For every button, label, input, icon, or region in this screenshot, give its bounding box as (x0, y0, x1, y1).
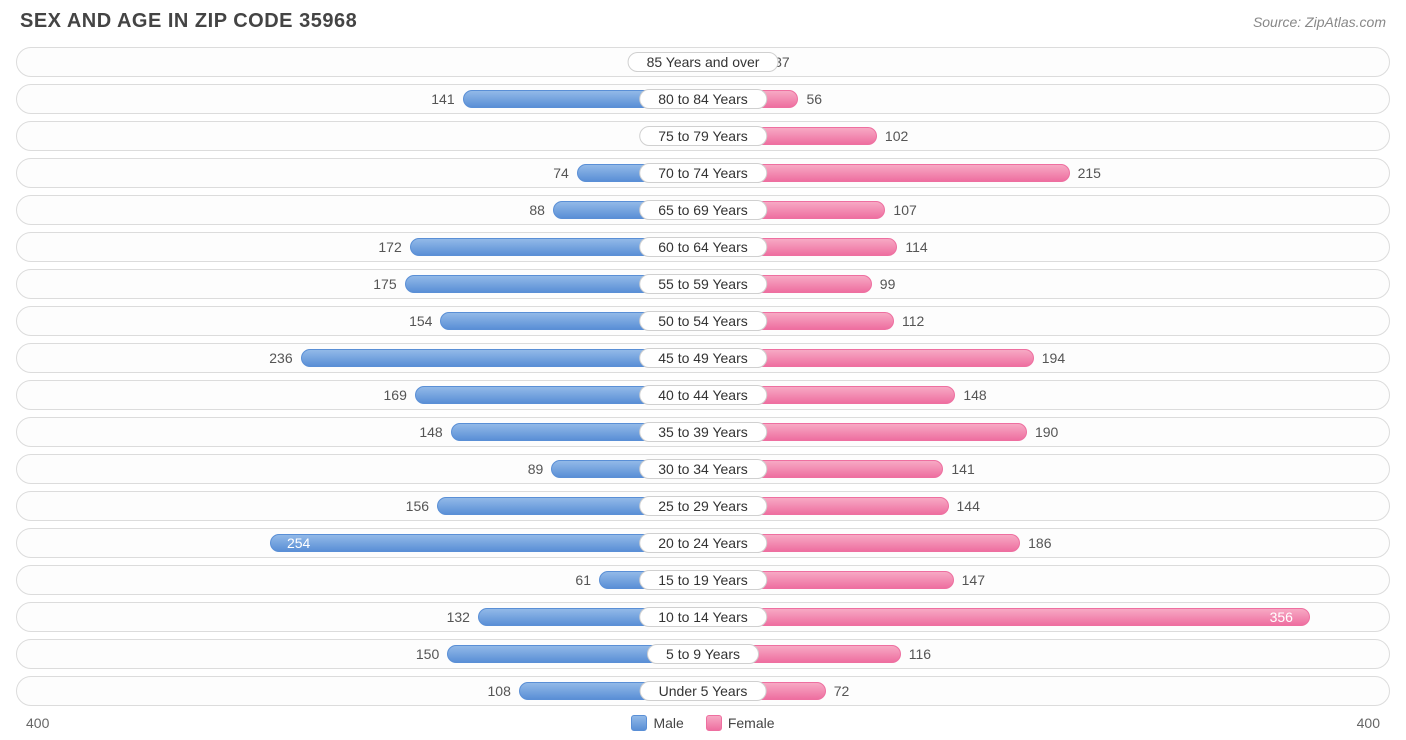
female-value: 356 (1262, 609, 1301, 625)
female-value: 112 (894, 313, 932, 329)
pyramid-row: 236 194 45 to 49 Years (16, 343, 1390, 373)
female-value: 186 (1020, 535, 1059, 551)
female-value: 72 (826, 683, 858, 699)
legend-female: Female (706, 715, 775, 731)
pyramid-row: 175 99 55 to 59 Years (16, 269, 1390, 299)
age-group-label: 65 to 69 Years (639, 200, 767, 220)
female-value: 194 (1034, 350, 1073, 366)
female-value: 107 (885, 202, 924, 218)
pyramid-row: 254 186 20 to 24 Years (16, 528, 1390, 558)
axis-max-left: 400 (26, 715, 49, 731)
age-group-label: 60 to 64 Years (639, 237, 767, 257)
age-group-label: 70 to 74 Years (639, 163, 767, 183)
age-group-label: 25 to 29 Years (639, 496, 767, 516)
male-value: 169 (376, 387, 415, 403)
age-group-label: 5 to 9 Years (647, 644, 759, 664)
pyramid-row: 108 72 Under 5 Years (16, 676, 1390, 706)
source-attribution: Source: ZipAtlas.com (1253, 14, 1386, 30)
pyramid-row: 123785 Years and over (16, 47, 1390, 77)
page-title: SEX AND AGE IN ZIP CODE 35968 (20, 10, 357, 33)
male-value: 254 (279, 535, 318, 551)
pyramid-row: 156 144 25 to 29 Years (16, 491, 1390, 521)
age-group-label: 35 to 39 Years (639, 422, 767, 442)
age-group-label: 85 Years and over (628, 52, 779, 72)
population-pyramid-chart: 123785 Years and over 141 56 80 to 84 Years… (16, 47, 1390, 706)
pyramid-row: 154 112 50 to 54 Years (16, 306, 1390, 336)
male-value: 156 (398, 498, 437, 514)
male-value: 132 (439, 609, 478, 625)
legend: Male Female (631, 715, 774, 731)
female-swatch-icon (706, 715, 722, 731)
pyramid-row: 172 114 60 to 64 Years (16, 232, 1390, 262)
female-value: 148 (955, 387, 994, 403)
female-value: 147 (954, 572, 993, 588)
female-value: 141 (943, 461, 982, 477)
age-group-label: 30 to 34 Years (639, 459, 767, 479)
male-value: 141 (423, 91, 462, 107)
male-value: 154 (401, 313, 440, 329)
axis-max-right: 400 (1357, 715, 1380, 731)
male-value: 172 (370, 239, 409, 255)
male-value: 88 (521, 202, 553, 218)
pyramid-row: 61 147 15 to 19 Years (16, 565, 1390, 595)
age-group-label: 50 to 54 Years (639, 311, 767, 331)
male-value: 236 (261, 350, 300, 366)
male-value: 175 (365, 276, 404, 292)
pyramid-row: 141 56 80 to 84 Years (16, 84, 1390, 114)
pyramid-row: 148 190 35 to 39 Years (16, 417, 1390, 447)
age-group-label: 10 to 14 Years (639, 607, 767, 627)
female-value: 144 (949, 498, 988, 514)
pyramid-row: 150 116 5 to 9 Years (16, 639, 1390, 669)
legend-male: Male (631, 715, 683, 731)
female-value: 102 (877, 128, 916, 144)
male-value: 148 (411, 424, 450, 440)
male-value: 74 (545, 165, 577, 181)
pyramid-row: 132 356 10 to 14 Years (16, 602, 1390, 632)
male-swatch-icon (631, 715, 647, 731)
pyramid-row: 1510275 to 79 Years (16, 121, 1390, 151)
pyramid-row: 89 141 30 to 34 Years (16, 454, 1390, 484)
female-bar: 356 (703, 608, 1310, 626)
pyramid-row: 74 215 70 to 74 Years (16, 158, 1390, 188)
age-group-label: 20 to 24 Years (639, 533, 767, 553)
female-value: 99 (872, 276, 904, 292)
age-group-label: 45 to 49 Years (639, 348, 767, 368)
female-value: 190 (1027, 424, 1066, 440)
pyramid-row: 169 148 40 to 44 Years (16, 380, 1390, 410)
female-value: 114 (897, 239, 935, 255)
age-group-label: Under 5 Years (640, 681, 767, 701)
female-value: 116 (901, 646, 939, 662)
male-value: 150 (408, 646, 447, 662)
age-group-label: 75 to 79 Years (639, 126, 767, 146)
female-value: 56 (798, 91, 830, 107)
age-group-label: 80 to 84 Years (639, 89, 767, 109)
legend-female-label: Female (728, 715, 775, 731)
pyramid-row: 88 107 65 to 69 Years (16, 195, 1390, 225)
female-value: 215 (1070, 165, 1109, 181)
male-value: 89 (520, 461, 552, 477)
male-value: 108 (480, 683, 519, 699)
male-value: 61 (567, 572, 599, 588)
age-group-label: 40 to 44 Years (639, 385, 767, 405)
age-group-label: 55 to 59 Years (639, 274, 767, 294)
male-bar: 254 (270, 534, 703, 552)
legend-male-label: Male (653, 715, 683, 731)
age-group-label: 15 to 19 Years (639, 570, 767, 590)
